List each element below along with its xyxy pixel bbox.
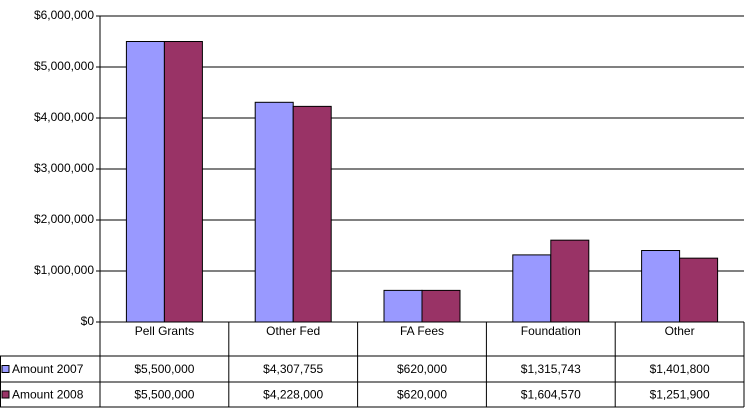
y-tick-label: $5,000,000 (34, 59, 94, 73)
table-cell: $4,307,755 (263, 362, 323, 376)
bar (163, 41, 203, 323)
bar (512, 254, 552, 323)
y-tick-label: $1,000,000 (34, 263, 94, 277)
bar (550, 239, 590, 323)
y-tick-label: $4,000,000 (34, 110, 94, 124)
table-cell: $1,401,800 (650, 362, 710, 376)
legend-label: Amount 2007 (12, 362, 84, 376)
x-tick-label: Other Fed (266, 324, 320, 338)
table-cell: $620,000 (397, 388, 447, 402)
table-cell: $620,000 (397, 362, 447, 376)
table-cell: $4,228,000 (263, 388, 323, 402)
bar (383, 289, 423, 323)
y-tick-label: $0 (81, 314, 95, 328)
y-tick-label: $3,000,000 (34, 161, 94, 175)
bar (254, 101, 294, 323)
legend-key (1, 365, 10, 373)
table-cell: $5,500,000 (134, 388, 194, 402)
x-tick-label: Foundation (521, 324, 581, 338)
table-cell: $5,500,000 (134, 362, 194, 376)
bar (421, 289, 461, 323)
x-tick-label: Other (665, 324, 695, 338)
x-tick-label: Pell Grants (135, 324, 194, 338)
table-cell: $1,604,570 (521, 388, 581, 402)
y-tick-label: $6,000,000 (34, 8, 94, 22)
legend-key (1, 390, 10, 399)
bar (679, 257, 719, 323)
table-cell: $1,315,743 (521, 362, 581, 376)
bar (641, 250, 681, 323)
y-tick-label: $2,000,000 (34, 212, 94, 226)
x-tick-label: FA Fees (400, 324, 444, 338)
table-cell: $1,251,900 (650, 388, 710, 402)
bar (292, 105, 332, 323)
bar (125, 41, 165, 323)
legend-label: Amount 2008 (12, 388, 84, 402)
